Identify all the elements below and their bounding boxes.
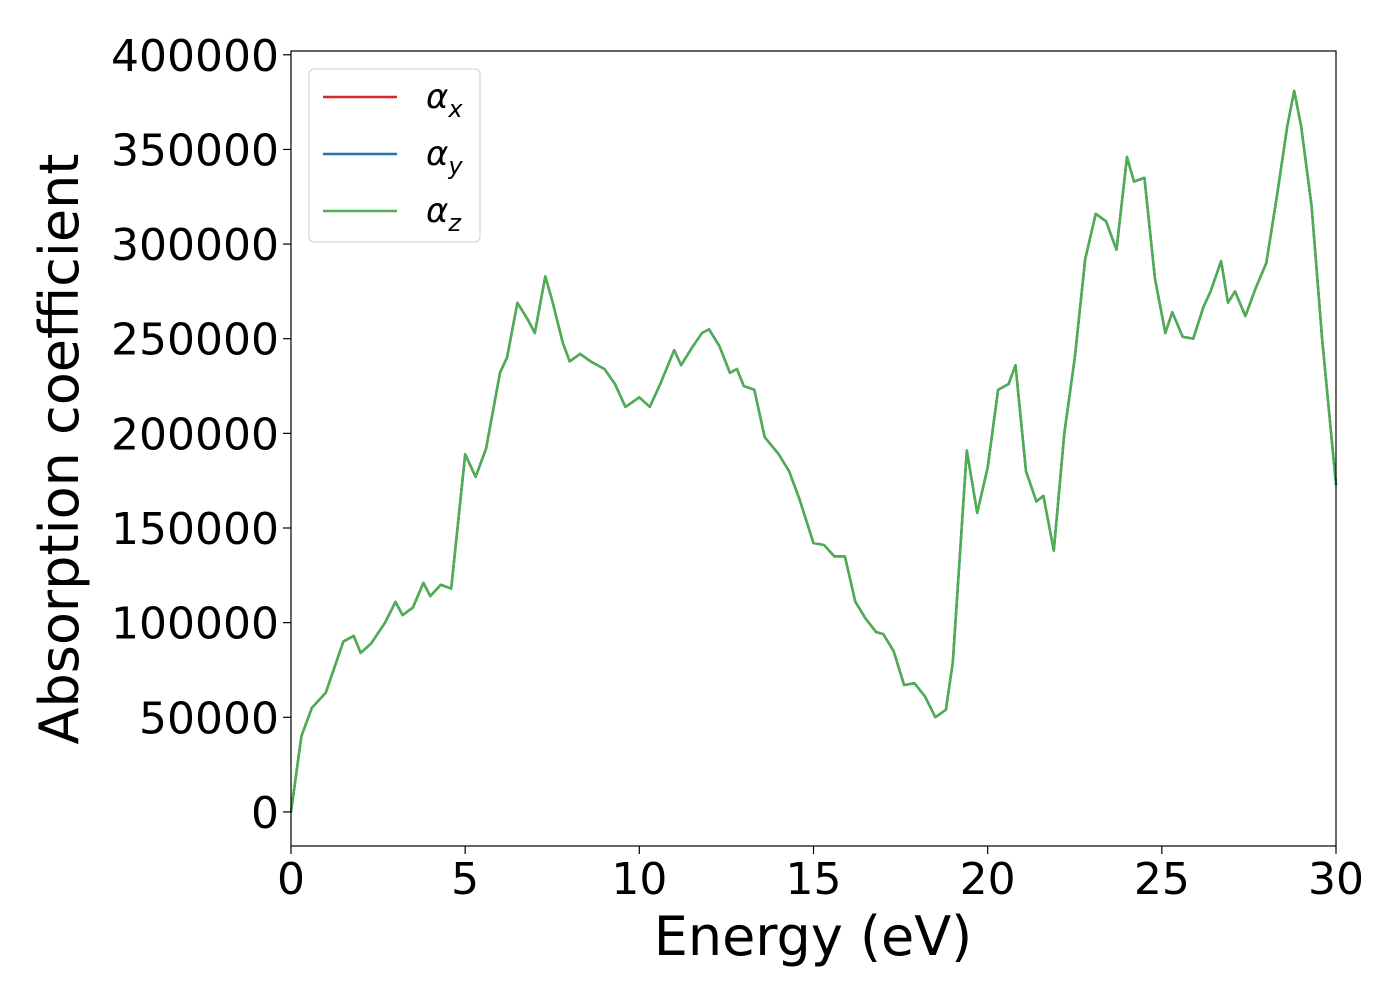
y-tick-label: 350000 (111, 125, 279, 176)
y-tick-label: 250000 (111, 315, 279, 366)
legend-symbol: α (426, 191, 448, 231)
x-tick-label: 15 (786, 854, 842, 905)
x-tick-label: 0 (277, 854, 305, 905)
legend-symbol: α (426, 77, 448, 117)
plot-lines (289, 89, 1338, 814)
y-axis: 0 50000 100000 150000 200000 250000 300000 3500… (111, 31, 291, 839)
y-tick-label: 200000 (111, 409, 279, 460)
x-tick-label: 30 (1308, 854, 1364, 905)
y-tick-label: 150000 (111, 504, 279, 555)
y-axis-label: Absorption coefficient (28, 154, 91, 745)
legend-label: αz (426, 191, 462, 237)
x-axis-label: Energy (eV) (654, 905, 973, 968)
x-tick-label: 5 (451, 854, 479, 905)
legend-subscript: x (447, 95, 463, 123)
x-tick-label: 20 (960, 854, 1016, 905)
y-tick-label: 300000 (111, 220, 279, 271)
y-tick-label: 50000 (139, 693, 279, 744)
legend-label: αy (426, 134, 463, 180)
x-tick-label: 25 (1134, 854, 1190, 905)
legend-subscript: z (447, 209, 462, 237)
y-tick-label: 0 (251, 788, 279, 839)
legend-label: αx (426, 77, 463, 123)
y-tick-label: 100000 (111, 599, 279, 650)
legend-box (308, 68, 481, 243)
x-tick-label: 10 (611, 854, 667, 905)
series-line-3 (289, 89, 1338, 814)
y-tick-label: 400000 (111, 31, 279, 82)
x-axis: 0 5 10 15 20 25 30 (277, 846, 1364, 905)
legend-symbol: α (426, 134, 448, 174)
legend-subscript: y (447, 152, 463, 180)
